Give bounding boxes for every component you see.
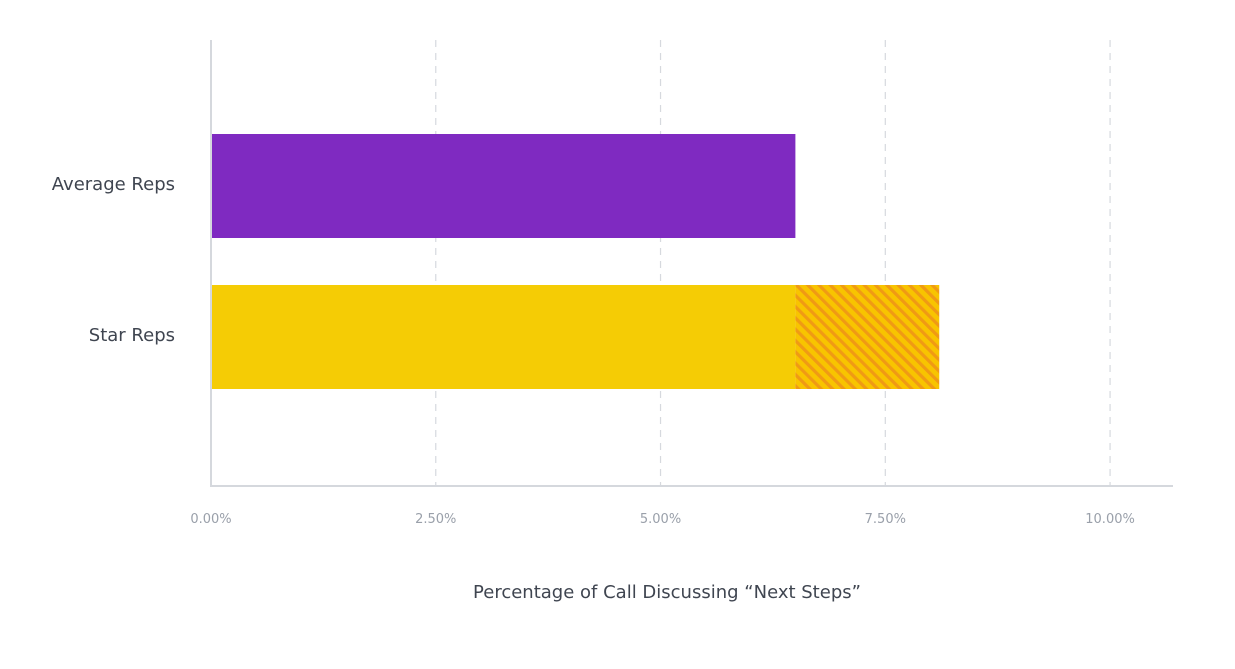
bar-average-reps: [211, 134, 796, 238]
x-tick-label: 0.00%: [190, 512, 231, 527]
x-tick-label: 7.50%: [865, 512, 906, 527]
axes: [210, 40, 1173, 487]
category-label: Star Reps: [89, 325, 175, 346]
x-tick-label: 5.00%: [640, 512, 681, 527]
x-tick-label: 10.00%: [1085, 512, 1135, 527]
x-tick-label: 2.50%: [415, 512, 456, 527]
x-axis-title: Percentage of Call Discussing “Next Step…: [473, 582, 861, 603]
gridlines: [435, 40, 1111, 486]
category-labels: Average Reps Star Reps: [52, 174, 175, 346]
bars: [211, 134, 940, 389]
x-tick-labels: 0.00% 2.50% 5.00% 7.50% 10.00%: [190, 512, 1135, 527]
bar-star-reps: [211, 285, 796, 389]
bar-star-reps-hatched-segment: [795, 285, 940, 389]
category-label: Average Reps: [52, 174, 175, 195]
